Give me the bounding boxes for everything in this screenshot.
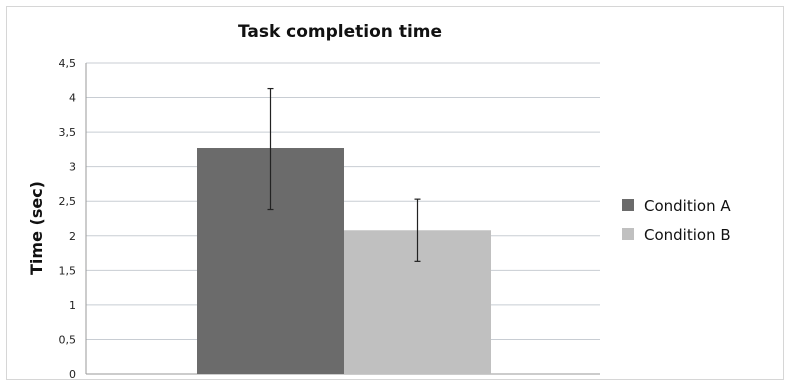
y-tick-label: 3 xyxy=(69,161,76,174)
y-tick-label: 1 xyxy=(69,299,76,312)
legend-swatch xyxy=(622,199,634,211)
y-tick-label: 2 xyxy=(69,230,76,243)
chart-title: Task completion time xyxy=(238,22,442,42)
bars xyxy=(197,148,491,374)
y-tick-label: 2,5 xyxy=(59,195,77,208)
y-tick-label: 3,5 xyxy=(59,126,77,139)
y-tick-label: 0 xyxy=(69,368,76,381)
legend-label: Condition B xyxy=(644,226,731,244)
gridlines xyxy=(85,62,600,375)
error-bar-condition-b xyxy=(414,198,421,262)
legend-swatch xyxy=(622,228,634,240)
y-tick-labels: 0 0,5 1 1,5 2 2,5 3 3,5 4 4,5 xyxy=(59,57,77,381)
y-tick-label: 1,5 xyxy=(59,264,77,277)
legend: Condition A Condition B xyxy=(622,197,731,244)
error-bar-condition-a xyxy=(267,87,274,211)
error-bars xyxy=(267,87,421,262)
y-tick-label: 0,5 xyxy=(59,333,77,346)
y-tick-label: 4 xyxy=(69,92,76,105)
legend-label: Condition A xyxy=(644,197,731,215)
y-axis-label: Time (sec) xyxy=(27,181,46,275)
y-tick-label: 4,5 xyxy=(59,57,77,70)
